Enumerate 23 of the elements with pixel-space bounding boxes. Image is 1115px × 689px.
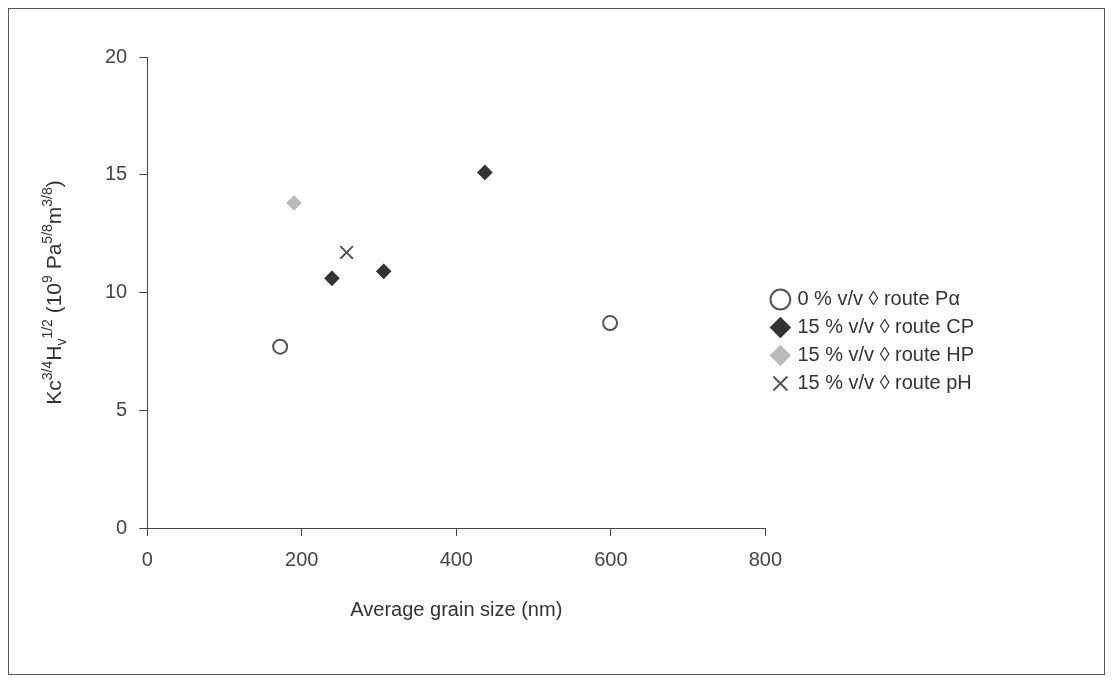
legend-label: 15 % v/v ◊ route pH xyxy=(797,371,972,394)
y-tick-label: 10 xyxy=(105,280,128,303)
legend-label: 15 % v/v ◊ route HP xyxy=(797,343,974,366)
point xyxy=(602,315,619,332)
x-axis-title: Average grain size (nm) xyxy=(350,597,563,620)
text: Kc3/4Hv1/2 (109 Pa5/8m3/8) xyxy=(39,180,69,405)
y-tick-label: 0 xyxy=(116,515,128,538)
point xyxy=(339,245,354,260)
x-tick-label: 200 xyxy=(285,547,319,570)
point xyxy=(272,338,289,355)
legend-label: 15 % v/v ◊ route CP xyxy=(797,315,974,338)
point xyxy=(324,270,340,286)
legend-label: 0 % v/v ◊ route Pα xyxy=(797,287,960,310)
x-tick-label: 0 xyxy=(141,547,153,570)
point xyxy=(376,263,392,279)
y-tick-label: 15 xyxy=(105,162,128,185)
y-tick-label: 20 xyxy=(105,44,128,67)
x-tick-label: 600 xyxy=(594,547,628,570)
y-tick-label: 5 xyxy=(116,397,128,420)
point xyxy=(286,195,302,211)
x-tick-label: 800 xyxy=(748,547,783,570)
point xyxy=(477,164,493,180)
x-tick-label: 400 xyxy=(439,547,473,570)
